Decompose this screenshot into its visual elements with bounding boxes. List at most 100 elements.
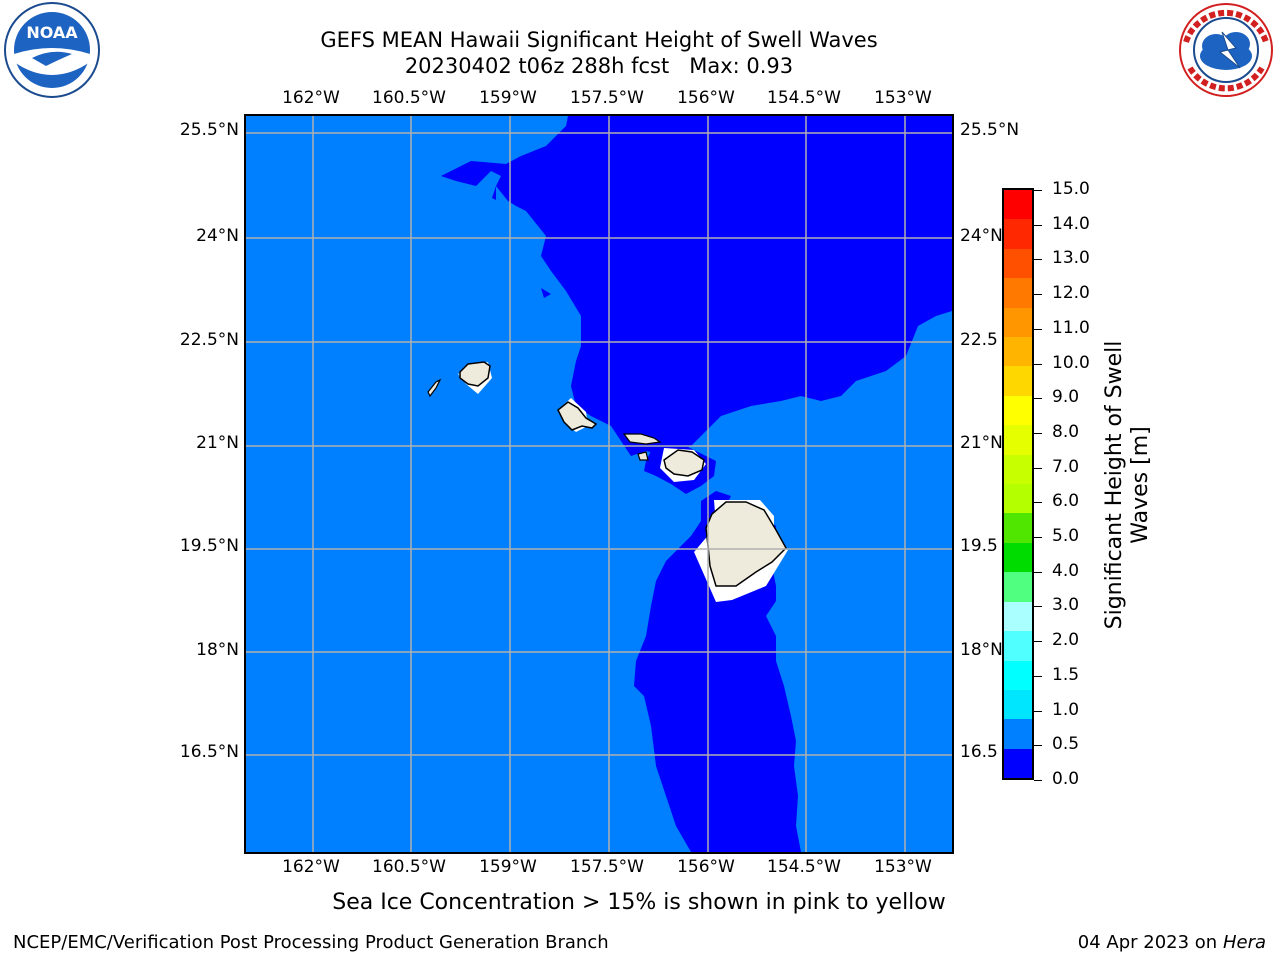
lat-tick-right: 24°N <box>960 226 1003 246</box>
map-panel[interactable] <box>244 114 954 854</box>
lon-tick-top: 157.5°W <box>570 88 644 108</box>
colorbar-swatch <box>1004 248 1032 279</box>
island-kauai <box>459 361 491 387</box>
colorbar-tick-label: 6.0 <box>1052 491 1080 512</box>
colorbar-tick-label: 7.0 <box>1052 456 1080 477</box>
colorbar-tick-label: 2.0 <box>1052 630 1080 651</box>
colorbar-swatch <box>1004 542 1032 573</box>
lon-tick-bottom: 162°W <box>282 857 340 877</box>
colorbar-tick-label: 12.0 <box>1052 283 1090 304</box>
lon-tick-bottom: 159°W <box>479 857 537 877</box>
colorbar-tick-mark <box>1034 502 1042 504</box>
lon-tick-bottom: 160.5°W <box>372 857 446 877</box>
lat-tick-right: 16.5 <box>960 742 998 762</box>
island-oahu <box>557 401 598 431</box>
island-molokai <box>622 433 662 445</box>
swell-band-0-0-5 <box>541 288 551 298</box>
lat-tick-left: 16.5°N <box>179 742 239 762</box>
colorbar-label-line-1: Significant Height of Swell <box>1102 340 1127 630</box>
colorbar-swatch <box>1004 307 1032 338</box>
colorbar-tick-mark <box>1034 467 1042 469</box>
colorbar-tick-mark <box>1034 537 1042 539</box>
colorbar <box>1002 188 1034 780</box>
colorbar-swatch <box>1004 601 1032 632</box>
colorbar-swatch <box>1004 278 1032 308</box>
colorbar-tick-label: 15.0 <box>1052 179 1090 199</box>
colorbar-swatch <box>1004 395 1032 426</box>
lat-tick-left: 19.5°N <box>179 536 239 556</box>
colorbar-tick-mark <box>1034 745 1042 747</box>
lon-tick-top: 154.5°W <box>767 88 841 108</box>
colorbar-swatches <box>1004 190 1032 779</box>
colorbar-tick-label: 1.0 <box>1052 699 1080 720</box>
lon-tick-top: 153°W <box>874 88 932 108</box>
colorbar-swatch <box>1004 748 1032 779</box>
colorbar-tick-label: 0.5 <box>1052 734 1080 755</box>
colorbar-tick-label: 11.0 <box>1052 317 1090 338</box>
graticule <box>246 116 952 852</box>
lon-tick-top: 162°W <box>282 88 340 108</box>
colorbar-tick-label: 5.0 <box>1052 526 1080 547</box>
sea-ice-note: Sea Ice Concentration > 15% is shown in … <box>332 890 946 915</box>
colorbar-swatch <box>1004 689 1032 720</box>
colorbar-tick-label: 9.0 <box>1052 387 1080 408</box>
colorbar-tick-label: 1.5 <box>1052 664 1080 685</box>
colorbar-swatch <box>1004 719 1032 749</box>
colorbar-swatch <box>1004 219 1032 249</box>
svg-text:NOAA: NOAA <box>26 23 78 42</box>
colorbar-tick-mark <box>1034 641 1042 643</box>
national-weather-service-logo <box>1176 2 1276 98</box>
lat-tick-right: 19.5 <box>960 536 998 556</box>
lon-tick-bottom: 154.5°W <box>767 857 841 877</box>
colorbar-swatch <box>1004 572 1032 602</box>
colorbar-tick-mark <box>1034 606 1042 608</box>
lat-tick-left: 22.5°N <box>179 330 239 350</box>
colorbar-tick-label: 8.0 <box>1052 421 1080 442</box>
colorbar-tick-mark <box>1034 571 1042 573</box>
chart-title: GEFS MEAN Hawaii Significant Height of S… <box>0 27 1198 79</box>
title-line-2: 20230402 t06z 288h fcst Max: 0.93 <box>404 54 794 78</box>
colorbar-tick-label: 13.0 <box>1052 248 1090 269</box>
lat-tick-left: 21°N <box>196 433 239 453</box>
colorbar-tick-mark <box>1034 398 1042 400</box>
lon-tick-top: 159°W <box>479 88 537 108</box>
lat-tick-left: 25.5°N <box>179 120 239 140</box>
colorbar-tick-mark <box>1034 294 1042 296</box>
colorbar-tick-mark <box>1034 328 1042 330</box>
lon-tick-bottom: 153°W <box>874 857 932 877</box>
colorbar-tick-mark <box>1034 675 1042 677</box>
colorbar-swatch <box>1004 660 1032 690</box>
colorbar-tick-mark <box>1034 224 1042 226</box>
noaa-logo: NOAA <box>2 2 102 98</box>
map-canvas <box>246 116 952 852</box>
lat-tick-right: 18°N <box>960 640 1003 660</box>
lat-tick-right: 25.5°N <box>960 120 1020 140</box>
colorbar-swatch <box>1004 631 1032 661</box>
colorbar-swatch <box>1004 366 1032 396</box>
swell-band-0-5-1-0 <box>496 186 516 212</box>
island-niihau <box>427 378 442 398</box>
colorbar-swatch <box>1004 337 1032 367</box>
island-lanai <box>637 451 649 461</box>
branch-credit: NCEP/EMC/Verification Post Processing Pr… <box>13 932 609 953</box>
colorbar-swatch <box>1004 425 1032 455</box>
colorbar-tick-label: 3.0 <box>1052 595 1080 616</box>
lat-tick-left: 24°N <box>196 226 239 246</box>
colorbar-swatch <box>1004 454 1032 485</box>
swell-band-0-0-5 <box>441 116 952 456</box>
colorbar-swatch <box>1004 513 1032 543</box>
colorbar-swatch <box>1004 484 1032 514</box>
colorbar-tick-mark <box>1034 432 1042 434</box>
colorbar-tick-mark <box>1034 363 1042 365</box>
colorbar-swatch <box>1004 190 1032 220</box>
lat-tick-right: 21°N <box>960 433 1003 453</box>
machine-name: Hera <box>1222 932 1266 953</box>
lat-tick-right: 22.5 <box>960 330 998 350</box>
lon-tick-top: 156°W <box>677 88 735 108</box>
lon-tick-bottom: 156°W <box>677 857 735 877</box>
run-date: 04 Apr 2023 on Hera <box>1078 932 1266 953</box>
island-maui <box>663 449 705 477</box>
title-line-1: GEFS MEAN Hawaii Significant Height of S… <box>320 28 878 52</box>
run-date-text: 04 Apr 2023 on <box>1077 932 1223 953</box>
colorbar-tick-mark <box>1034 259 1042 261</box>
